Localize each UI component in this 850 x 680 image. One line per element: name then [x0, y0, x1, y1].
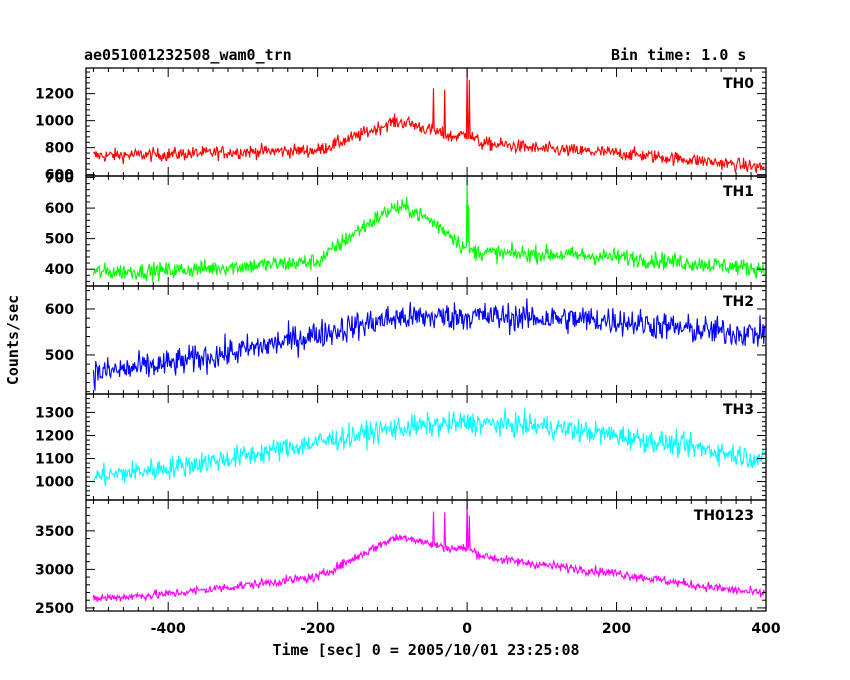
- y-tick-label: 2500: [35, 601, 74, 617]
- series-line-th3: [92, 408, 766, 487]
- series-line-th0: [93, 68, 765, 175]
- series-line-th0123: [92, 500, 766, 603]
- y-tick-label: 400: [45, 262, 74, 278]
- panel-label-th2: TH2: [723, 294, 754, 310]
- x-tick-label: -400: [151, 621, 186, 637]
- panel-label-th1: TH1: [723, 184, 754, 200]
- series-line-th2: [92, 298, 766, 391]
- panel-frame-th0123: [85, 499, 767, 612]
- y-tick-label: 3500: [35, 524, 74, 540]
- y-tick-label: 700: [45, 171, 74, 187]
- x-tick-label: 0: [462, 621, 472, 637]
- x-tick-label: -200: [300, 621, 335, 637]
- y-tick-label: 800: [45, 141, 74, 157]
- y-tick-label: 600: [45, 201, 74, 217]
- panel-label-th0: TH0: [723, 76, 754, 92]
- y-tick-label: 1000: [35, 475, 74, 491]
- x-tick-label: 200: [602, 621, 631, 637]
- series-line-th1: [92, 179, 766, 282]
- y-tick-label: 1300: [35, 405, 74, 421]
- y-tick-label: 600: [45, 168, 74, 184]
- y-tick-label: 500: [45, 232, 74, 248]
- y-tick-label: 3000: [35, 562, 74, 578]
- y-tick-label: 1000: [35, 114, 74, 130]
- bin-time-label: Bin time: 1.0 s: [611, 46, 747, 64]
- y-tick-label: 1200: [35, 428, 74, 444]
- y-tick-label: 1200: [35, 87, 74, 103]
- panel-label-th0123: TH0123: [694, 508, 754, 524]
- y-tick-label: 1100: [35, 452, 74, 468]
- x-axis-title: Time [sec] 0 = 2005/10/01 23:25:08: [272, 641, 579, 659]
- x-tick-label: 400: [751, 621, 780, 637]
- panel-label-th3: TH3: [723, 402, 754, 418]
- y-axis-title: Counts/sec: [4, 295, 22, 385]
- panel-frame-th2: [85, 285, 767, 395]
- y-tick-label: 500: [45, 348, 74, 364]
- light-curve-title: ae051001232508_wam0_trn: [84, 46, 292, 64]
- y-tick-label: 600: [45, 302, 74, 318]
